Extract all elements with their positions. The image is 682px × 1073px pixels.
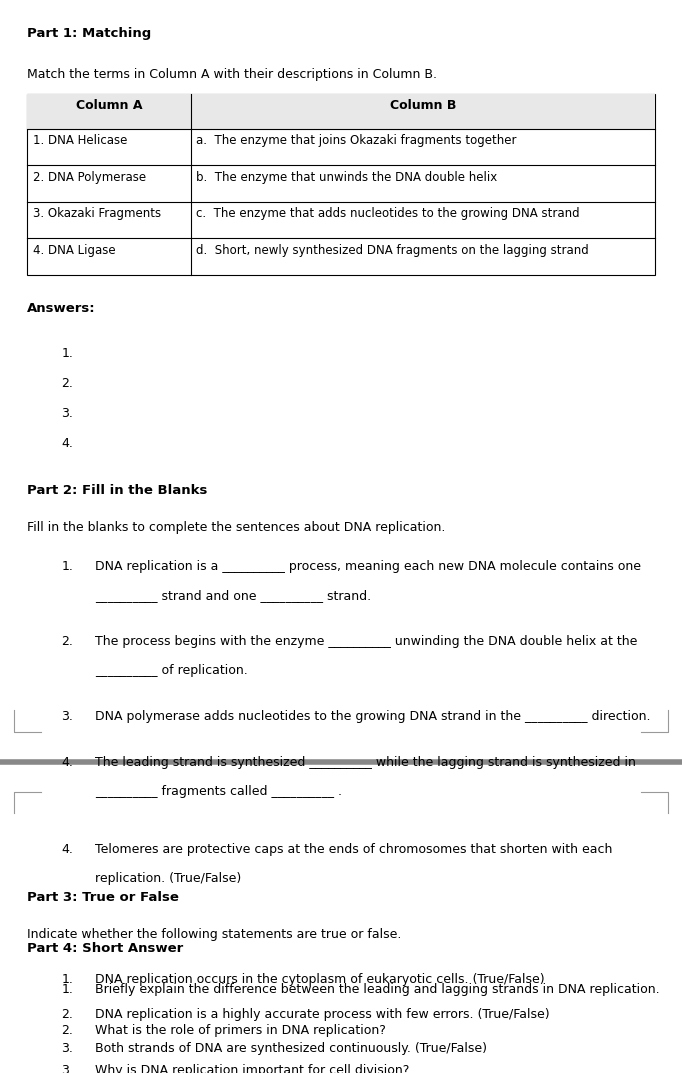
Text: __________ of replication.: __________ of replication.	[95, 664, 248, 677]
Text: a.  The enzyme that joins Okazaki fragments together: a. The enzyme that joins Okazaki fragmen…	[196, 134, 517, 147]
Text: 2.: 2.	[61, 635, 73, 648]
Text: 2. DNA Polymerase: 2. DNA Polymerase	[33, 171, 146, 183]
Text: 4.: 4.	[61, 437, 73, 450]
FancyBboxPatch shape	[27, 94, 655, 129]
Text: 1.: 1.	[61, 347, 73, 359]
Text: The leading strand is synthesized __________ while the lagging strand is synthes: The leading strand is synthesized ______…	[95, 756, 636, 769]
Text: 3.: 3.	[61, 710, 73, 723]
Text: 1.: 1.	[61, 973, 73, 986]
Text: __________ strand and one __________ strand.: __________ strand and one __________ str…	[95, 589, 372, 602]
FancyBboxPatch shape	[27, 94, 655, 275]
Text: Column B: Column B	[389, 99, 456, 112]
Text: 1.: 1.	[61, 560, 73, 573]
Text: 4.: 4.	[61, 843, 73, 856]
Text: Fill in the blanks to complete the sentences about DNA replication.: Fill in the blanks to complete the sente…	[27, 521, 445, 534]
Text: Column A: Column A	[76, 99, 143, 112]
Text: 3. Okazaki Fragments: 3. Okazaki Fragments	[33, 207, 161, 220]
Text: Part 4: Short Answer: Part 4: Short Answer	[27, 942, 183, 955]
Text: Part 2: Fill in the Blanks: Part 2: Fill in the Blanks	[27, 484, 207, 497]
Text: Telomeres are protective caps at the ends of chromosomes that shorten with each: Telomeres are protective caps at the end…	[95, 843, 613, 856]
Text: 2.: 2.	[61, 1008, 73, 1020]
Text: DNA replication is a highly accurate process with few errors. (True/False): DNA replication is a highly accurate pro…	[95, 1008, 550, 1020]
Text: b.  The enzyme that unwinds the DNA double helix: b. The enzyme that unwinds the DNA doubl…	[196, 171, 498, 183]
Text: replication. (True/False): replication. (True/False)	[95, 872, 241, 885]
Text: 4. DNA Ligase: 4. DNA Ligase	[33, 244, 115, 256]
Text: What is the role of primers in DNA replication?: What is the role of primers in DNA repli…	[95, 1024, 387, 1037]
Text: The process begins with the enzyme __________ unwinding the DNA double helix at : The process begins with the enzyme _____…	[95, 635, 638, 648]
Text: DNA replication is a __________ process, meaning each new DNA molecule contains : DNA replication is a __________ process,…	[95, 560, 642, 573]
Text: DNA replication occurs in the cytoplasm of eukaryotic cells. (True/False): DNA replication occurs in the cytoplasm …	[95, 973, 545, 986]
Text: 2.: 2.	[61, 1024, 73, 1037]
Text: Answers:: Answers:	[27, 302, 96, 314]
Text: 2.: 2.	[61, 377, 73, 389]
Text: Why is DNA replication important for cell division?: Why is DNA replication important for cel…	[95, 1064, 410, 1073]
Text: 4.: 4.	[61, 756, 73, 769]
Text: 3.: 3.	[61, 1064, 73, 1073]
Text: 3.: 3.	[61, 1042, 73, 1055]
Text: Indicate whether the following statements are true or false.: Indicate whether the following statement…	[27, 928, 402, 941]
Text: 1. DNA Helicase: 1. DNA Helicase	[33, 134, 127, 147]
Text: 3.: 3.	[61, 407, 73, 420]
Text: 1.: 1.	[61, 983, 73, 996]
Text: Both strands of DNA are synthesized continuously. (True/False): Both strands of DNA are synthesized cont…	[95, 1042, 488, 1055]
Text: Match the terms in Column A with their descriptions in Column B.: Match the terms in Column A with their d…	[27, 68, 437, 80]
Text: Part 1: Matching: Part 1: Matching	[27, 27, 151, 40]
Text: d.  Short, newly synthesized DNA fragments on the lagging strand: d. Short, newly synthesized DNA fragment…	[196, 244, 589, 256]
Text: DNA polymerase adds nucleotides to the growing DNA strand in the __________ dire: DNA polymerase adds nucleotides to the g…	[95, 710, 651, 723]
Text: Briefly explain the difference between the leading and lagging strands in DNA re: Briefly explain the difference between t…	[95, 983, 660, 996]
Text: c.  The enzyme that adds nucleotides to the growing DNA strand: c. The enzyme that adds nucleotides to t…	[196, 207, 580, 220]
Text: Part 3: True or False: Part 3: True or False	[27, 891, 179, 903]
Text: __________ fragments called __________ .: __________ fragments called __________ .	[95, 785, 342, 798]
